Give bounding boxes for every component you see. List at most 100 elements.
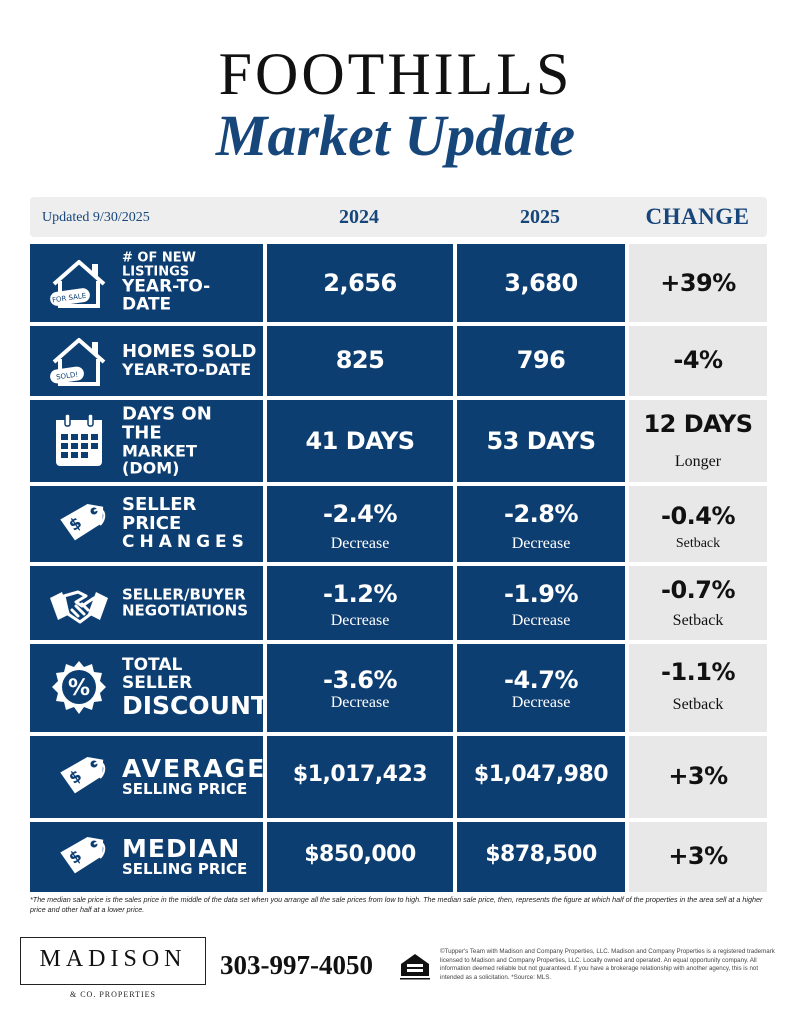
change-cell: -0.7% Setback [629, 566, 767, 640]
row-label-line2: YEAR-TO-DATE [122, 360, 252, 380]
price-tag-icon: $ [60, 836, 106, 874]
column-header-change: CHANGE [645, 204, 750, 229]
change-value: +39% [660, 269, 736, 297]
row-label-cell: SELLER/BUYER NEGOTIATIONS [30, 566, 263, 640]
price-tag-icon: $ [60, 503, 106, 541]
change-note: Setback [672, 696, 724, 713]
row-label-line1: TOTAL SELLER [122, 655, 193, 693]
value-2024-cell: 2,656 [267, 244, 453, 322]
row-label-line2: SELLING PRICE [122, 780, 248, 799]
value-2024: -3.6% [322, 666, 398, 694]
value-2025-note: Decrease [511, 535, 571, 552]
value-2024-cell: -2.4% Decrease [267, 486, 453, 562]
value-2024-cell: $850,000 [267, 822, 453, 892]
value-2025-cell: 796 [457, 326, 625, 396]
column-header-2025: 2025 [520, 206, 560, 228]
row-label-cell: DAYS ON THE MARKET (DOM) [30, 400, 263, 482]
row-label-line2: MARKET (DOM) [122, 441, 197, 477]
row-label-cell: $ AVERAGE SELLING PRICE [30, 736, 267, 818]
change-cell: 12 DAYS Longer [629, 400, 767, 482]
change-note: Setback [675, 536, 721, 551]
table-row-negotiations: SELLER/BUYER NEGOTIATIONS -1.2% Decrease… [30, 566, 767, 640]
equal-housing-opportunity-icon [400, 954, 430, 980]
row-label-line1: SELLER PRICE [122, 494, 197, 535]
house-for-sale-icon: FOR SALE [50, 260, 106, 308]
value-2025-cell: 3,680 [457, 244, 625, 322]
value-2024: $1,017,423 [292, 762, 428, 787]
change-value: +3% [668, 842, 728, 870]
value-2025: 53 DAYS [486, 427, 596, 455]
value-2024-note: Decrease [330, 694, 390, 711]
row-label-cell: SOLD! HOMES SOLD YEAR-TO-DATE [30, 326, 263, 396]
row-label-line2: SELLING PRICE [122, 860, 248, 879]
value-2025-cell: $878,500 [457, 822, 625, 892]
house-sold-icon: SOLD! [50, 338, 106, 386]
value-2025: 3,680 [504, 269, 578, 297]
row-label-line1: # OF NEW LISTINGS [122, 250, 196, 280]
value-2025-cell: $1,047,980 [457, 736, 625, 818]
change-note: Setback [672, 612, 724, 629]
row-label-line1: AVERAGE [122, 754, 267, 783]
median-footnote: *The median sale price is the sales pric… [30, 895, 763, 914]
row-label-line1: DAYS ON THE [122, 403, 212, 444]
change-cell: -1.1% Setback [629, 644, 767, 732]
row-label-line2: CHANGES [122, 531, 249, 552]
page-subtitle: Market Update [215, 103, 576, 168]
price-tag-icon: $ [60, 756, 106, 794]
phone-number[interactable]: 303-997-4050 [220, 950, 373, 980]
change-value: +3% [668, 762, 728, 790]
value-2025: 796 [516, 346, 566, 374]
value-2025: $878,500 [485, 842, 597, 867]
value-2025-note: Decrease [511, 694, 571, 711]
change-note: Longer [674, 453, 722, 470]
value-2024-cell: -3.6% Decrease [267, 644, 453, 732]
change-cell: +39% [629, 244, 767, 322]
logo-subtitle: & CO. PROPERTIES [70, 990, 156, 999]
value-2024: $850,000 [304, 842, 416, 867]
madison-logo: MADISON [20, 937, 206, 985]
value-2024-cell: 825 [267, 326, 453, 396]
value-2024-note: Decrease [330, 612, 390, 629]
row-label-line2: DISCOUNT [122, 690, 268, 720]
value-2025-note: Decrease [511, 612, 571, 629]
row-label-line2: YEAR-TO-DATE [122, 276, 211, 315]
value-2024: -1.2% [322, 580, 398, 608]
updated-date: Updated 9/30/2025 [42, 210, 150, 225]
row-label-cell: $ SELLER PRICE CHANGES [30, 486, 263, 562]
svg-text:SOLD!: SOLD! [56, 370, 79, 381]
row-label-line1: MEDIAN [122, 834, 241, 863]
change-value: -0.4% [660, 502, 736, 530]
legal-disclaimer: ©Tupper's Team with Madison and Company … [440, 948, 775, 982]
value-2025-cell: -2.8% Decrease [457, 486, 625, 562]
svg-text:%: % [68, 676, 90, 701]
value-2024-cell: $1,017,423 [267, 736, 453, 818]
change-cell: +3% [629, 736, 767, 818]
logo-name: MADISON [39, 946, 187, 972]
handshake-icon [50, 590, 108, 624]
row-label-cell: % TOTAL SELLER DISCOUNT [30, 644, 268, 732]
value-2025: -2.8% [503, 500, 579, 528]
change-cell: -0.4% Setback [629, 486, 767, 562]
change-value: -0.7% [660, 576, 736, 604]
change-value: -4% [673, 346, 723, 374]
table-header: Updated 9/30/2025 2024 2025 CHANGE [30, 197, 767, 237]
change-cell: -4% [629, 326, 767, 396]
percent-badge-icon: % [52, 661, 106, 714]
value-2024: 825 [335, 346, 385, 374]
value-2024-cell: -1.2% Decrease [267, 566, 453, 640]
table-row-new-listings: FOR SALE # OF NEW LISTINGS YEAR-TO-DATE … [30, 244, 767, 322]
calendar-icon [56, 413, 102, 466]
row-label-line2: NEGOTIATIONS [122, 601, 249, 619]
value-2025-cell: -4.7% Decrease [457, 644, 625, 732]
page-title: FOOTHILLS [218, 41, 573, 107]
table-row-days-on-market: DAYS ON THE MARKET (DOM) 41 DAYS 53 DAYS… [30, 400, 767, 482]
change-value: -1.1% [660, 658, 736, 686]
value-2024: 2,656 [323, 269, 397, 297]
value-2025-cell: 53 DAYS [457, 400, 625, 482]
table-row-total-seller-discount: % TOTAL SELLER DISCOUNT -3.6% Decrease -… [30, 644, 767, 732]
row-label-cell: FOR SALE # OF NEW LISTINGS YEAR-TO-DATE [30, 244, 263, 322]
table-row-homes-sold: SOLD! HOMES SOLD YEAR-TO-DATE 825 796 -4… [30, 326, 767, 396]
value-2025: -4.7% [503, 666, 579, 694]
value-2025: $1,047,980 [473, 762, 609, 787]
table-row-median-selling-price: $ MEDIAN SELLING PRICE $850,000 $878,500… [30, 822, 767, 892]
